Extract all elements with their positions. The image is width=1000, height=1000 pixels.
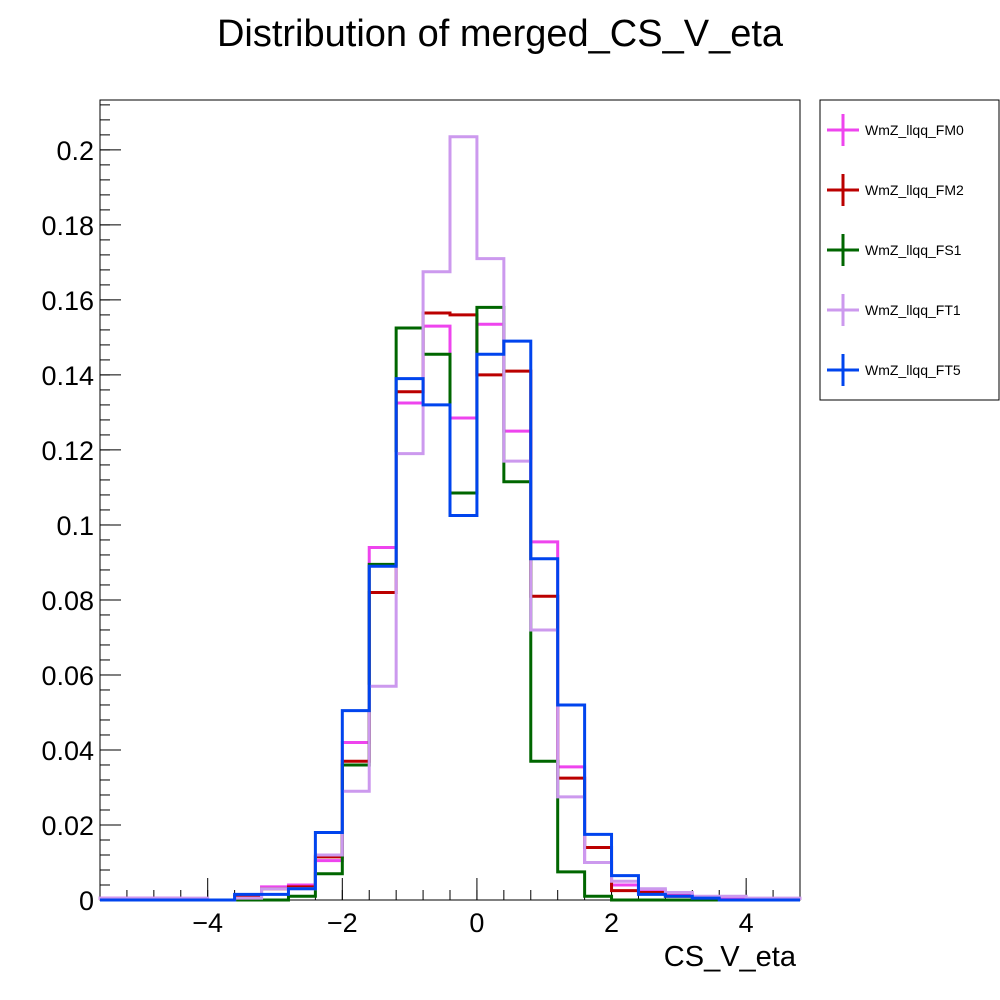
series-line-WmZ_llqq_FT1 [98, 135, 802, 902]
legend-entry: WmZ_llqq_FM0 [827, 114, 964, 146]
series-line-WmZ_llqq_FS1 [100, 305, 800, 902]
y-tick-label: 0.16 [41, 286, 94, 316]
y-tick-label: 0.02 [41, 811, 94, 841]
legend-label: WmZ_llqq_FM2 [865, 182, 964, 198]
y-tick-label: 0 [79, 886, 94, 916]
y-tick-label: 0.1 [56, 511, 94, 541]
legend-label: WmZ_llqq_FM0 [865, 122, 964, 138]
legend-entry: WmZ_llqq_FS1 [827, 234, 962, 266]
series-line-WmZ_llqq_FT5 [100, 339, 800, 902]
legend-entry: WmZ_llqq_FT1 [827, 294, 961, 326]
x-tick-label: 4 [739, 908, 754, 938]
legend-entry: WmZ_llqq_FT5 [827, 354, 961, 386]
y-tick-label: 0.2 [56, 136, 94, 166]
x-tick-label: 0 [469, 908, 484, 938]
y-tick-label: 0.12 [41, 436, 94, 466]
y-tick-label: 0.04 [41, 736, 94, 766]
legend-label: WmZ_llqq_FT1 [865, 302, 961, 318]
legend-entry: WmZ_llqq_FM2 [827, 174, 964, 206]
x-axis-label: CS_V_eta [664, 941, 797, 973]
legend-box [819, 99, 1000, 401]
chart-title: Distribution of merged_CS_V_eta [217, 13, 784, 55]
y-tick-label: 0.08 [41, 586, 94, 616]
y-tick-label: 0.14 [41, 361, 94, 391]
x-tick-label: 2 [604, 908, 619, 938]
y-tick-label: 0.06 [41, 661, 94, 691]
y-tick-label: 0.18 [41, 211, 94, 241]
legend: WmZ_llqq_FM0 WmZ_llqq_FM2 WmZ_llqq_FS1 WmZ_… [819, 99, 1000, 401]
y-axis-tick-labels: 0 0.02 0.04 0.06 0.08 0.1 0.12 0.14 0.16 0.18 0.2 [41, 136, 94, 916]
legend-label: WmZ_llqq_FS1 [865, 242, 962, 258]
x-tick-label: −4 [192, 908, 223, 938]
legend-label: WmZ_llqq_FT5 [865, 362, 961, 378]
y-axis-ticks [100, 104, 121, 901]
x-axis-tick-labels: −4 −2 0 2 4 [192, 908, 753, 938]
x-tick-label: −2 [327, 908, 358, 938]
series-group [98, 135, 802, 902]
